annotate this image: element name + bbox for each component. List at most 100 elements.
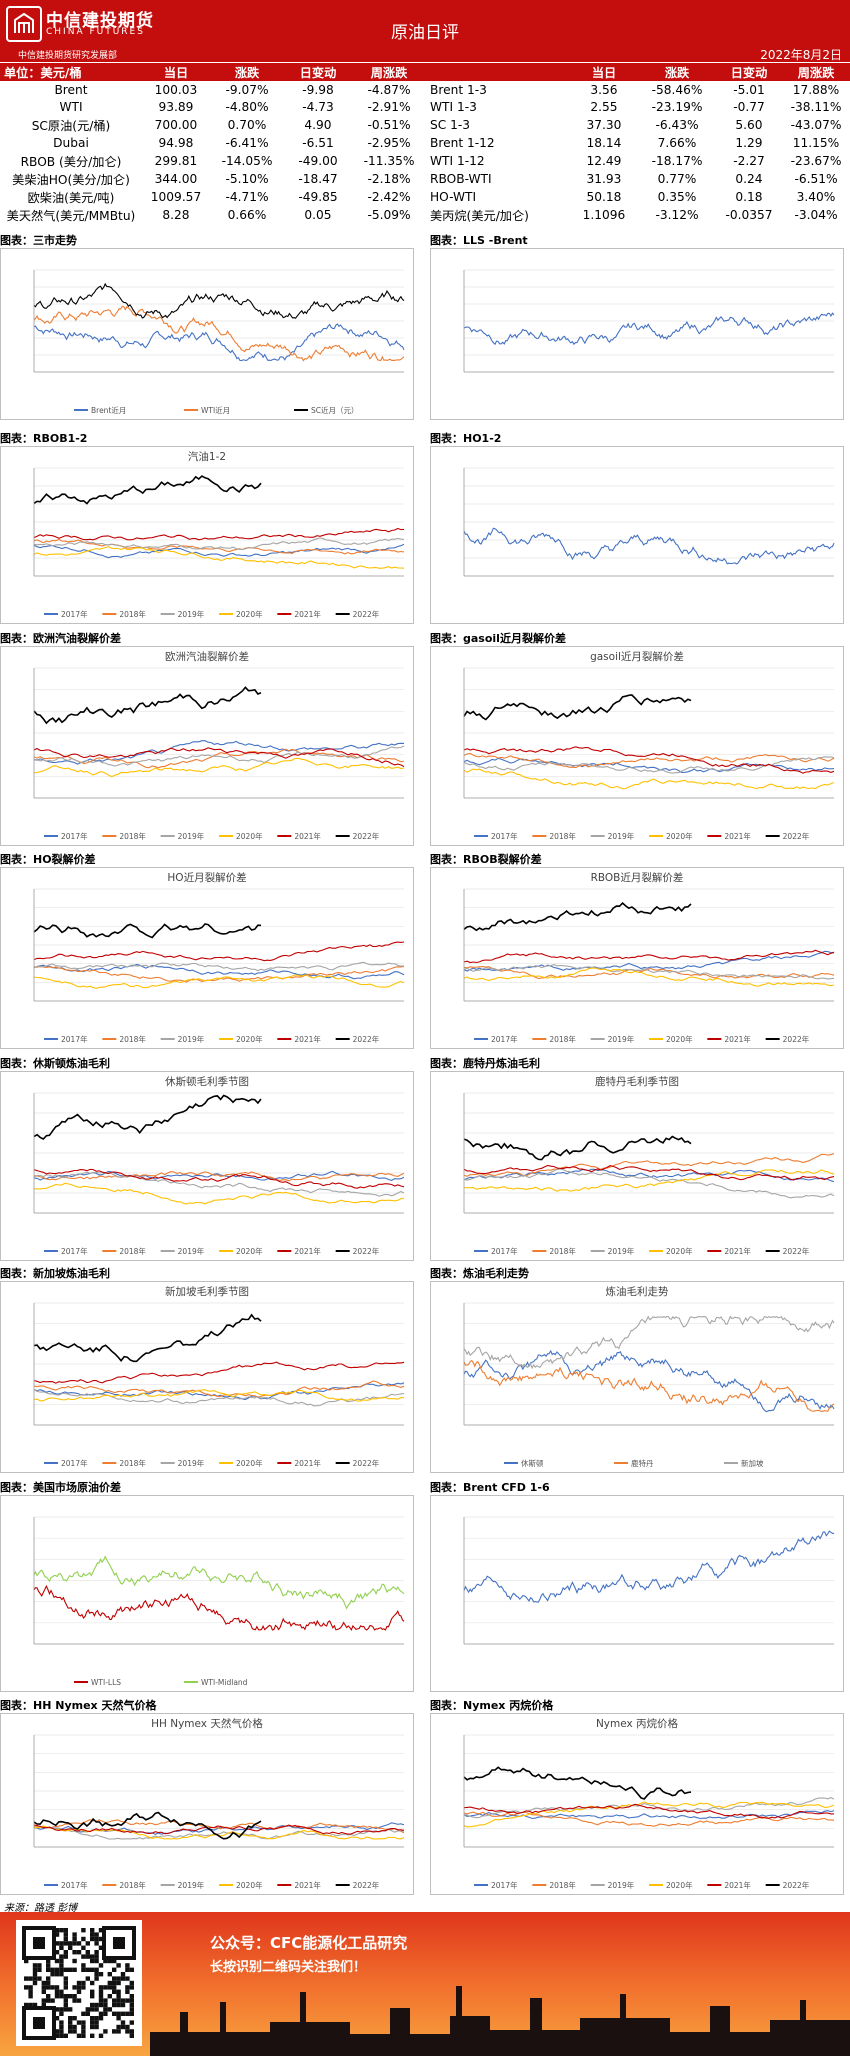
qr-module [116,2016,121,2021]
quote-label-cell: Brent 1-12 [430,135,495,150]
qr-module [63,1976,68,1981]
legend-label: 2020年 [666,1246,693,1256]
quote-label-cell: Brent 1-3 [430,82,487,97]
chart-panel-label: 图表：RBOB1-2 [0,432,88,445]
qr-module [24,1958,29,1964]
chart-figure: WTI-LLS WTI-Midland [0,1495,414,1692]
qr-module [59,1928,64,1933]
qr-module [24,1976,29,1981]
qr-module [85,1976,90,1981]
chart-frame [430,248,844,420]
chart-panel: 图表：gasoil近月裂解价差 gasoil近月裂解价差 2017年 2018年 201… [430,630,850,848]
chart-title: Nymex 丙烷价格 [596,1717,679,1730]
qr-module [50,1998,55,2003]
series-line [33,961,405,972]
series-line [463,1810,835,1820]
series-line [33,1389,405,1407]
chart-title: 欧洲汽油裂解价差 [165,650,249,663]
quote-header-cell: 涨跌 [638,63,716,81]
quote-value-cell: 1009.57 [150,189,202,204]
series-line [33,1380,405,1398]
series-line [463,756,835,774]
quote-row: WTI 93.89 -4.80% -4.73 -2.91% WTI 1-3 2.55 -23.… [0,99,850,117]
qr-module [37,1967,42,1972]
qr-module [41,1989,46,1994]
quote-value-cell: 1.29 [735,135,763,150]
quote-header-cell: 周涨跌 [352,63,426,81]
quote-value-cell: 299.81 [154,153,198,168]
legend-label: 2019年 [608,1880,635,1890]
qr-module [116,1976,121,1981]
qr-module [112,1985,117,1990]
chart-frame [430,1495,844,1692]
quote-value-cell: -4.71% [225,189,269,204]
qr-module [98,1936,104,1942]
qr-module [129,1967,134,1972]
series-line [33,1555,405,1610]
quote-value-cell: -2.42% [367,189,411,204]
chart-panel: 图表：RBOB1-2 汽油1-2 2017年 2018年 2019年 2020年 2021年… [0,430,420,626]
quote-value-cell: -4.73 [302,100,334,115]
quote-value-cell: -4.87% [367,82,411,97]
series-line [463,1164,835,1181]
quote-label-cell: RBOB (美分/加仑) [20,154,122,169]
qr-module [59,1967,64,1972]
chart-figure [430,446,844,624]
quote-value-cell: -6.51% [794,171,838,186]
chart-panel-label: 图表：欧洲汽油裂解价差 [0,632,121,645]
quote-value-cell: 93.89 [158,100,194,115]
qr-module [37,1963,42,1968]
qr-module [81,1963,86,1968]
legend-label: 2017年 [61,609,88,619]
legend-label: 鹿特丹 [631,1458,654,1468]
quote-label-cell: WTI 1-12 [430,153,485,168]
legend-label: 休斯顿 [521,1458,544,1468]
qr-module [68,2020,73,2025]
qr-module [90,1954,95,1959]
qr-module [81,1967,86,1972]
quote-value-cell: -2.91% [367,100,411,115]
qr-module [68,2029,73,2034]
series-line [33,546,405,569]
qr-module [129,2033,134,2038]
chart-panel: 图表：炼油毛利走势 炼油毛利走势 休斯顿 鹿特丹 新加坡 [430,1265,850,1475]
qr-module [54,1932,60,1937]
chart-panel-label: 图表：炼油毛利走势 [430,1267,529,1280]
qr-module [103,1998,108,2003]
quote-value-cell: 31.93 [586,171,622,186]
report-header: 中信建投期货 CHINA FUTURES 原油日评 中信建投期货研究发展部 20… [0,0,850,62]
qr-module [76,1985,82,1990]
quote-value-cell: -49.00 [298,153,338,168]
quote-value-cell: 12.49 [586,153,622,168]
chart-title: 汽油1-2 [188,450,226,463]
qr-module [90,1967,95,1972]
chart-panel-label: 图表：Brent CFD 1-6 [430,1481,550,1494]
quote-value-cell: 0.70% [227,118,267,132]
qr-module [63,1994,68,1999]
qr-module [98,1928,104,1933]
qr-module [59,1945,64,1950]
qr-module [85,1950,90,1955]
qr-module [59,1954,64,1959]
legend-label: 2017年 [61,1246,88,1256]
report-title: 原油日评 [391,23,459,43]
qr-finder-core [33,1937,45,1949]
qr-code[interactable] [16,1920,142,2046]
chart-panel-label: 图表：HO1-2 [430,432,502,445]
quote-value-cell: 17.88% [792,82,840,97]
qr-module [72,1985,77,1990]
chart-frame [430,1071,844,1261]
qr-module [50,1972,55,1977]
qr-module [98,2033,104,2038]
qr-module [98,2016,104,2021]
quote-header-cell: 单位：美元/桶 [0,63,142,81]
qr-module [46,1958,51,1964]
quote-value-cell: 8.28 [162,207,190,222]
qr-module [72,1936,77,1942]
series-line [33,1313,262,1363]
banner-account-text: 公众号：CFC能源化工品研究 [210,1934,408,1952]
qr-module [90,1980,95,1986]
qr-module [120,2011,126,2016]
company-logo [6,6,42,42]
qr-module [28,1994,33,1999]
